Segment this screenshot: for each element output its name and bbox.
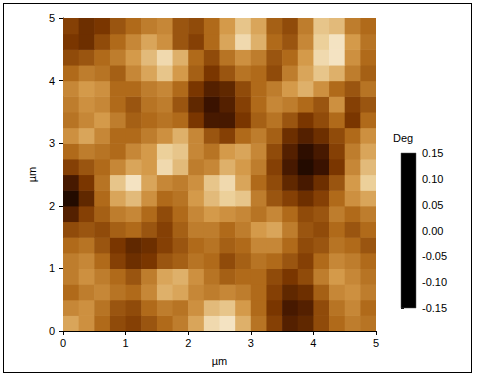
svg-text:4: 4	[49, 75, 55, 87]
svg-text:0.10: 0.10	[422, 173, 443, 185]
svg-text:2: 2	[185, 337, 191, 349]
svg-text:0.05: 0.05	[422, 199, 443, 211]
svg-text:0: 0	[49, 325, 55, 337]
svg-text:1: 1	[123, 337, 129, 349]
svg-text:1: 1	[49, 262, 55, 274]
svg-text:0.00: 0.00	[422, 225, 443, 237]
svg-text:3: 3	[49, 137, 55, 149]
svg-text:5: 5	[49, 12, 55, 24]
svg-text:0: 0	[60, 337, 66, 349]
svg-text:4: 4	[310, 337, 316, 349]
svg-text:-0.05: -0.05	[422, 250, 447, 262]
svg-text:0.15: 0.15	[422, 147, 443, 159]
svg-text:Deg: Deg	[393, 132, 413, 144]
svg-text:2: 2	[49, 200, 55, 212]
svg-text:µm: µm	[212, 355, 228, 367]
svg-text:-0.15: -0.15	[422, 302, 447, 314]
svg-text:3: 3	[248, 337, 254, 349]
svg-text:5: 5	[373, 337, 379, 349]
svg-text:-0.10: -0.10	[422, 276, 447, 288]
svg-text:µm: µm	[26, 167, 38, 183]
